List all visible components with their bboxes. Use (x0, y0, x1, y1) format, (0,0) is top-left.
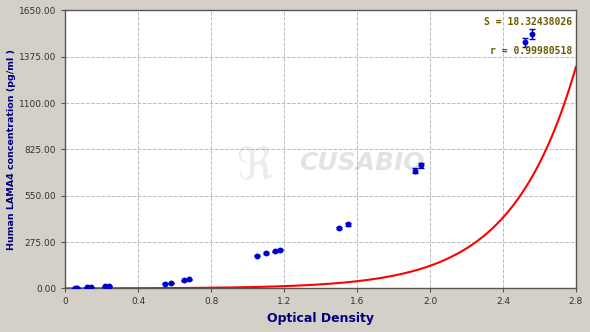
Point (411, 168, 420, 173)
Point (261, 250, 271, 256)
Point (166, 281, 176, 286)
Text: r = 0.99980518: r = 0.99980518 (490, 46, 572, 56)
X-axis label: Optical Density: Optical Density (267, 312, 374, 325)
Point (82, 285, 91, 290)
Point (160, 281, 170, 287)
Point (276, 247, 285, 252)
Point (343, 222, 353, 227)
Text: ℜ: ℜ (236, 145, 272, 188)
Point (104, 284, 114, 289)
Text: S = 18.32438026: S = 18.32438026 (484, 17, 572, 27)
Point (252, 253, 261, 258)
Point (416, 163, 425, 168)
Point (520, 40, 530, 45)
Point (334, 225, 343, 230)
Point (86, 285, 96, 290)
Point (100, 284, 110, 289)
Point (270, 249, 280, 254)
Point (179, 278, 188, 283)
Point (185, 277, 194, 282)
Point (72, 285, 81, 290)
Point (527, 32, 537, 37)
Text: CUSABIO: CUSABIO (299, 151, 424, 175)
Point (70, 286, 80, 291)
Y-axis label: Human LAMA4 concentration (pg/ml ): Human LAMA4 concentration (pg/ml ) (7, 49, 16, 250)
